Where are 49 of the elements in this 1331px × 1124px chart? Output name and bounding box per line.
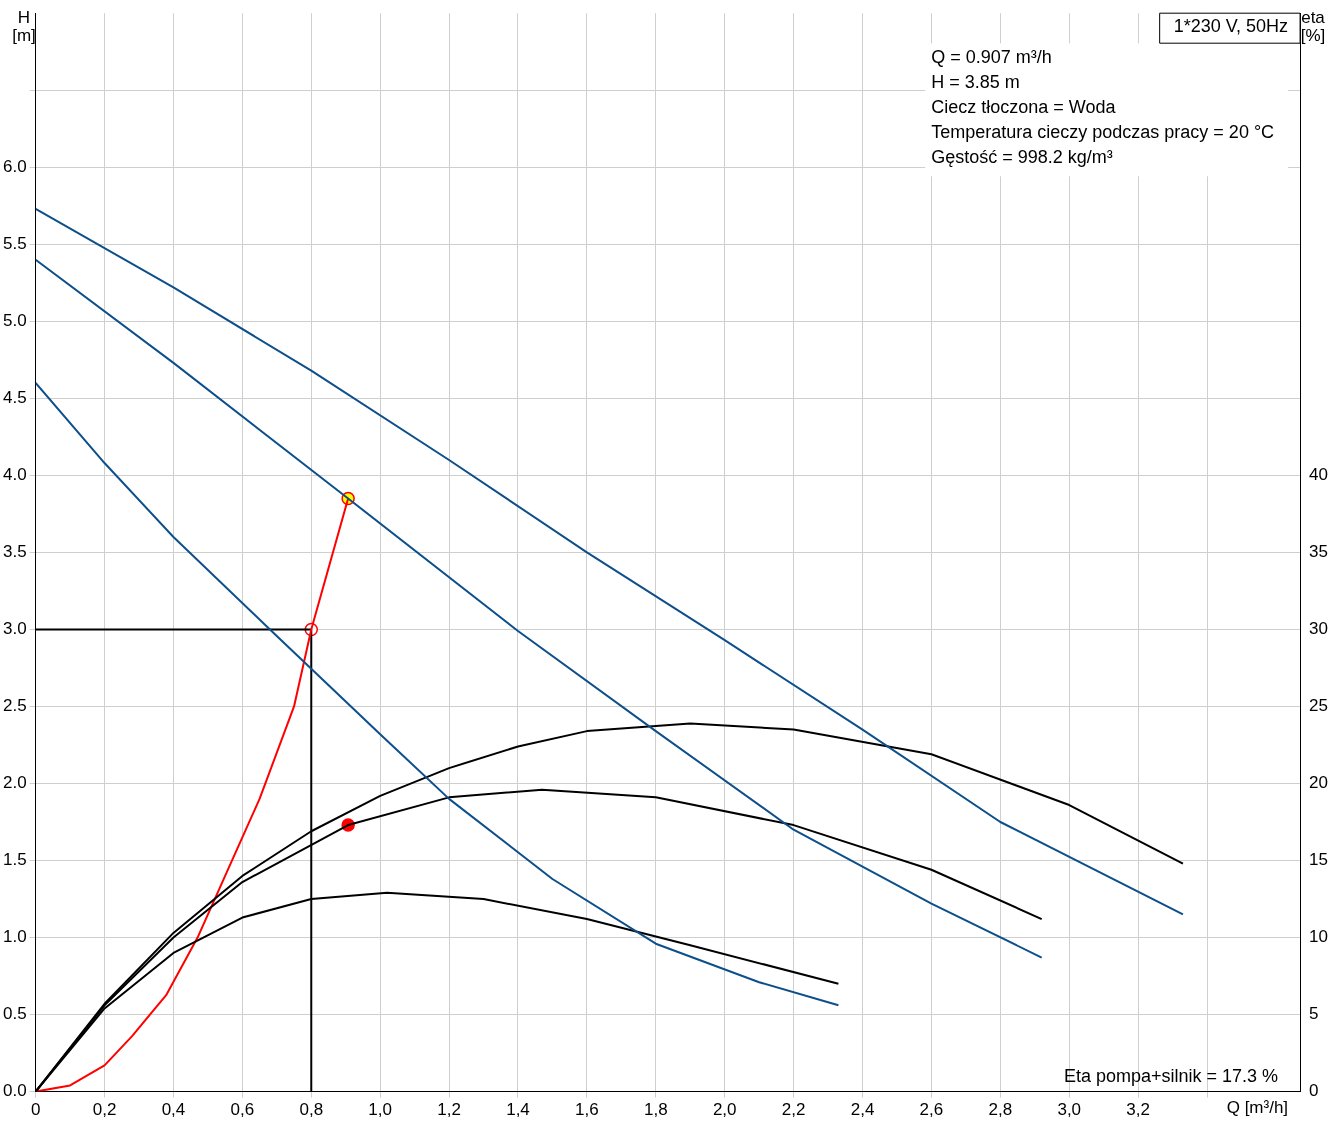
x-tick-label: 1,6	[575, 1100, 599, 1120]
x-tick-label: 1,2	[437, 1100, 461, 1120]
y-tick-label: 6.0	[2, 156, 27, 176]
y-tick-label: 2.5	[2, 696, 27, 716]
x-tick-label: 0	[30, 1100, 41, 1120]
y-tick-label: 2.0	[2, 773, 27, 793]
y2-tick-label: 0	[1309, 1081, 1319, 1101]
y-tick-label: 5.5	[2, 233, 27, 253]
x-tick-label: 2,0	[712, 1100, 737, 1120]
y-tick-label: 0.0	[2, 1081, 27, 1101]
x-tick-label: 2,6	[919, 1100, 944, 1120]
annotation: Gęstość = 998.2 kg/m³	[931, 147, 1113, 168]
annotation: Eta pompa+silnik = 17.3 %	[1063, 1065, 1279, 1086]
x-tick-label: 3,0	[1057, 1100, 1082, 1120]
y-tick-label: 4.5	[2, 388, 27, 408]
x-tick-label: 2,8	[988, 1100, 1013, 1120]
y2-tick-label: 40	[1309, 465, 1329, 485]
annotation: Q = 0.907 m³/h	[931, 47, 1052, 68]
x-tick-label: 3,2	[1126, 1100, 1150, 1120]
x-tick-label: 1,0	[368, 1100, 392, 1120]
x-tick-label: 1,8	[643, 1100, 668, 1120]
y-axis-title: H [m]	[12, 8, 36, 46]
x-tick-label: 2,4	[850, 1100, 875, 1120]
x-tick-label: 0,4	[161, 1100, 186, 1120]
y-tick-label: 5.0	[2, 311, 27, 330]
y2-tick-label: 20	[1309, 773, 1329, 793]
y2-tick-label: 35	[1309, 542, 1329, 562]
y-tick-label: 0.5	[2, 1004, 27, 1024]
y2-tick-label: 15	[1309, 850, 1329, 870]
y-tick-label: 3.0	[2, 619, 27, 639]
x-tick-label: 0,6	[230, 1100, 255, 1120]
y-tick-label: 3.5	[2, 542, 27, 562]
annotation: H = 3.85 m	[931, 72, 1020, 93]
y2-tick-label: 25	[1309, 696, 1329, 716]
x-axis-title: Q [m³/h]	[1226, 1097, 1289, 1117]
annotation: Temperatura cieczy podczas pracy = 20 °C	[931, 122, 1275, 143]
y2-axis-title: eta [%]	[1300, 8, 1326, 46]
chart-title: 1*230 V, 50Hz	[1173, 16, 1289, 37]
y2-tick-label: 30	[1309, 619, 1329, 639]
x-tick-label: 1,4	[506, 1100, 530, 1120]
x-tick-label: 0,2	[92, 1100, 117, 1120]
annotation: Ciecz tłoczona = Woda	[931, 97, 1117, 118]
y2-tick-label: 5	[1309, 1004, 1319, 1024]
x-tick-label: 0,8	[299, 1100, 324, 1120]
y-tick-label: 1.5	[2, 850, 27, 870]
y-tick-label: 4.0	[2, 465, 27, 485]
x-tick-label: 2,2	[781, 1100, 806, 1120]
y2-tick-label: 10	[1309, 927, 1329, 947]
y-tick-label: 1.0	[2, 927, 27, 947]
